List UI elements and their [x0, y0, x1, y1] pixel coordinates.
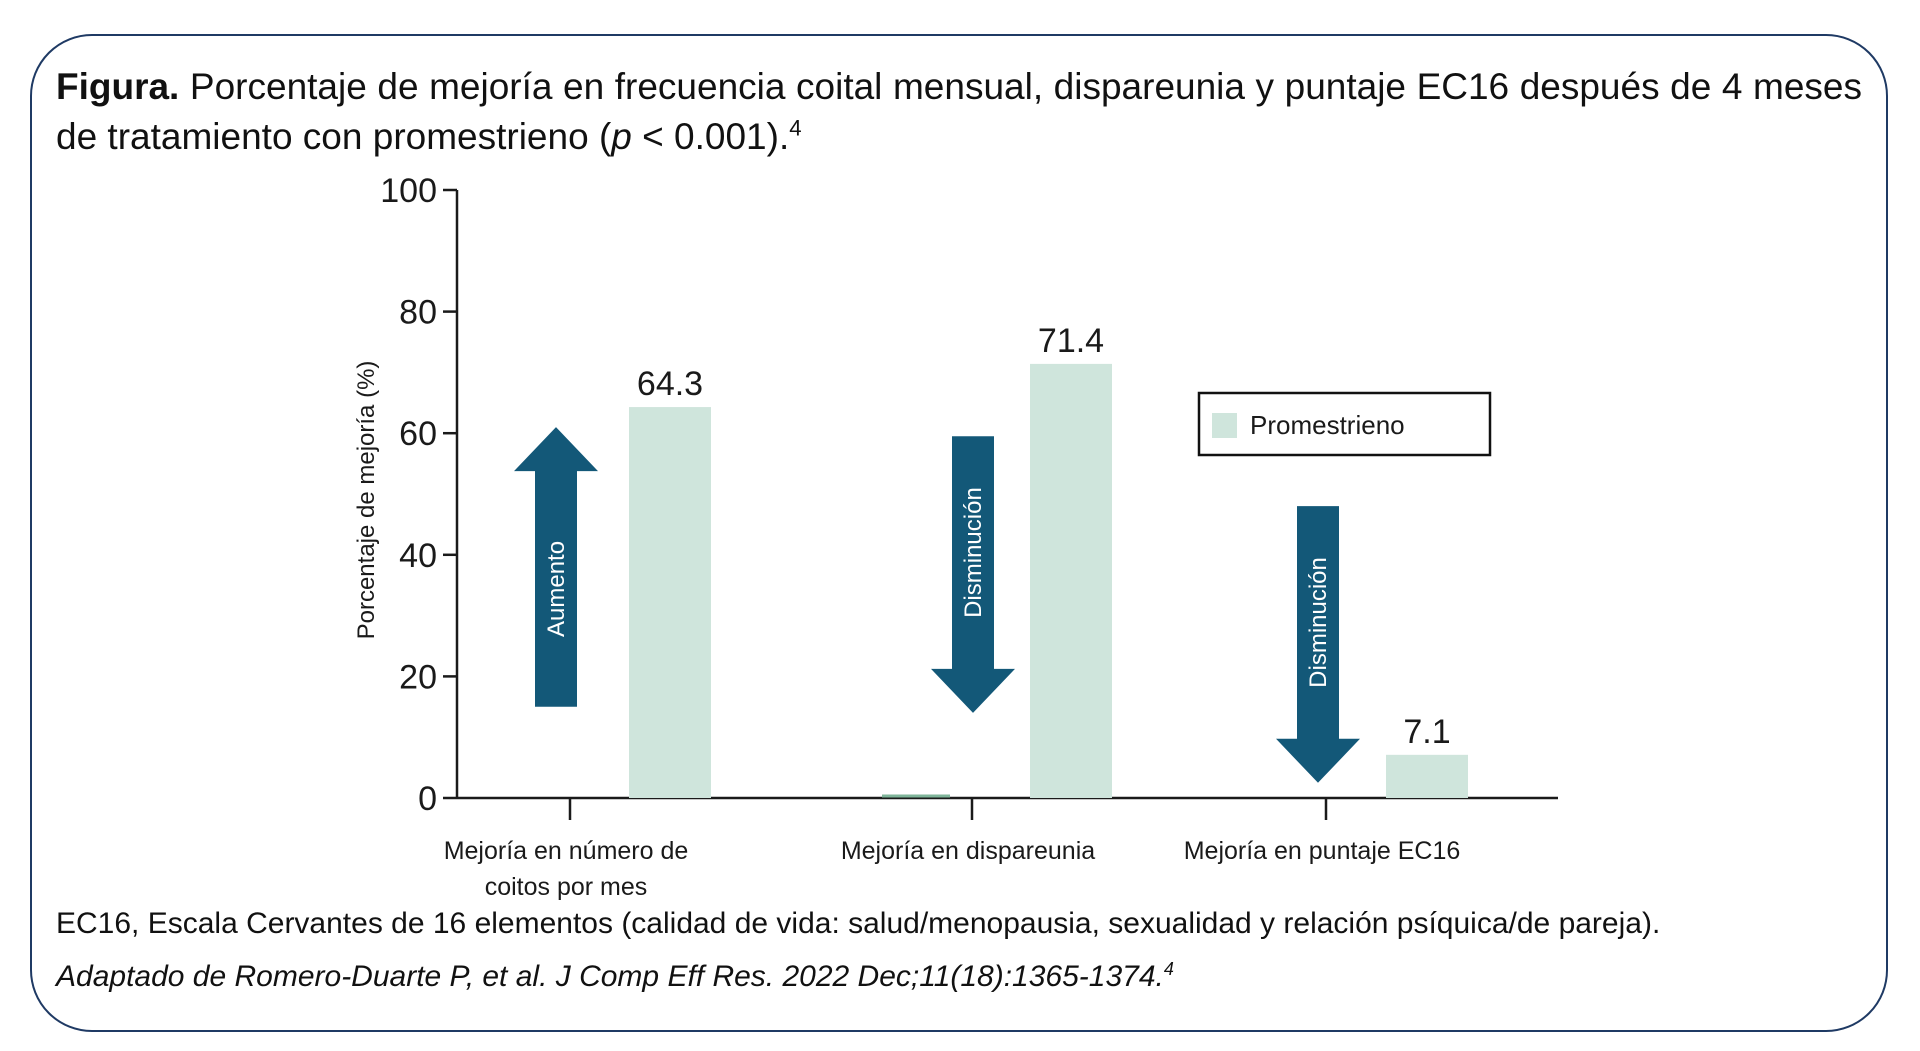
arrow-up-icon	[514, 427, 598, 707]
source-reference: 4	[1163, 959, 1174, 979]
y-tick-label: 0	[418, 780, 437, 818]
figure-frame	[30, 34, 1888, 1032]
arrow-down-icon	[1276, 506, 1360, 783]
x-tick-label: Mejoría en número de	[444, 837, 689, 865]
caption-p-symbol: p	[611, 116, 632, 157]
y-tick-label: 60	[399, 415, 437, 453]
x-tick-label: Mejoría en puntaje EC16	[1184, 837, 1461, 865]
legend-swatch	[1212, 413, 1237, 438]
y-tick-label: 40	[399, 537, 437, 575]
source-citation: Adaptado de Romero-Duarte P, et al. J Co…	[56, 958, 1862, 996]
legend-label: Promestrieno	[1250, 410, 1405, 440]
x-tick-label: coitos por mes	[485, 873, 648, 901]
source-text: Adaptado de Romero-Duarte P, et al. J Co…	[56, 960, 1164, 993]
y-tick-label: 100	[380, 172, 437, 210]
figure-caption: Figura. Porcentaje de mejoría en frecuen…	[56, 62, 1862, 162]
arrow-label: Disminución	[960, 487, 987, 618]
y-tick-label: 80	[399, 294, 437, 332]
bar-value-label: 71.4	[1038, 322, 1104, 360]
caption-reference: 4	[789, 115, 802, 141]
caption-label: Figura.	[56, 66, 180, 107]
legend-box	[1197, 391, 1492, 457]
arrow-label: Disminución	[1305, 557, 1332, 688]
y-tick-label: 20	[399, 658, 437, 696]
bar	[629, 407, 711, 798]
bar	[1030, 363, 1112, 798]
y-axis-title: Porcentaje de mejoría (%)	[353, 361, 380, 640]
bar	[1386, 754, 1468, 798]
bar-value-label: 64.3	[637, 365, 703, 403]
x-tick-label: Mejoría en dispareunia	[841, 837, 1095, 865]
footnote: EC16, Escala Cervantes de 16 elementos (…	[56, 907, 1661, 940]
arrow-label: Aumento	[543, 541, 570, 637]
caption-text: Porcentaje de mejoría en frecuencia coit…	[56, 66, 1862, 157]
arrow-down-icon	[931, 436, 1015, 713]
caption-p-value: < 0.001).	[631, 116, 790, 157]
bar-value-label: 7.1	[1403, 713, 1450, 751]
